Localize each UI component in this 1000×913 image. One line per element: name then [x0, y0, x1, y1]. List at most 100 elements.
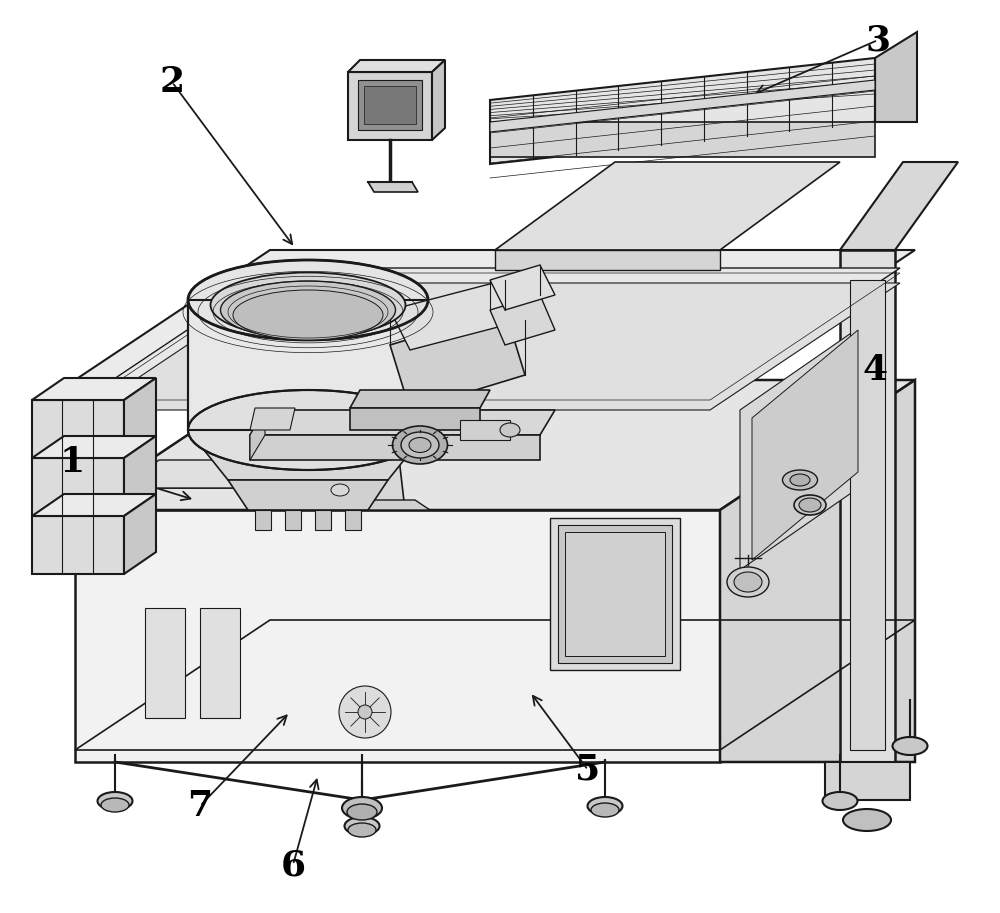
Polygon shape [368, 182, 418, 192]
Polygon shape [75, 380, 915, 510]
Polygon shape [495, 250, 720, 270]
Polygon shape [490, 58, 875, 164]
Ellipse shape [342, 797, 382, 819]
Polygon shape [740, 320, 870, 570]
Polygon shape [235, 450, 435, 460]
Polygon shape [364, 86, 416, 124]
Polygon shape [348, 60, 445, 72]
Text: 4: 4 [862, 353, 888, 387]
Polygon shape [188, 300, 428, 430]
Ellipse shape [98, 792, 132, 810]
Polygon shape [255, 380, 425, 395]
Polygon shape [752, 330, 858, 560]
Polygon shape [550, 518, 680, 670]
Polygon shape [495, 162, 840, 250]
Ellipse shape [591, 803, 619, 817]
Polygon shape [558, 525, 672, 663]
Polygon shape [350, 408, 480, 430]
Polygon shape [565, 532, 665, 656]
Ellipse shape [188, 260, 428, 340]
Ellipse shape [794, 495, 826, 515]
Polygon shape [90, 283, 900, 410]
Polygon shape [32, 458, 124, 516]
Ellipse shape [347, 804, 377, 820]
Ellipse shape [331, 484, 349, 496]
Polygon shape [75, 510, 720, 762]
Polygon shape [840, 162, 958, 250]
Ellipse shape [409, 437, 431, 453]
Ellipse shape [782, 470, 818, 490]
Ellipse shape [101, 798, 129, 812]
Polygon shape [250, 410, 265, 460]
Polygon shape [32, 378, 156, 400]
Polygon shape [32, 494, 156, 516]
Polygon shape [32, 400, 124, 458]
Polygon shape [825, 762, 910, 800]
Ellipse shape [392, 426, 448, 464]
Text: 1: 1 [59, 445, 85, 479]
Polygon shape [348, 72, 432, 140]
Polygon shape [345, 510, 361, 530]
Ellipse shape [344, 817, 380, 835]
Ellipse shape [727, 567, 769, 597]
Polygon shape [490, 265, 555, 310]
Polygon shape [850, 280, 885, 750]
Ellipse shape [500, 423, 520, 437]
Text: 7: 7 [187, 789, 213, 823]
Polygon shape [315, 510, 331, 530]
Polygon shape [145, 608, 185, 718]
Polygon shape [124, 460, 320, 488]
Polygon shape [390, 280, 525, 350]
Polygon shape [245, 500, 430, 510]
Polygon shape [32, 436, 156, 458]
Polygon shape [90, 268, 900, 395]
Polygon shape [75, 250, 915, 380]
Text: 5: 5 [575, 753, 601, 787]
Polygon shape [124, 378, 156, 458]
Text: 3: 3 [865, 23, 891, 57]
Polygon shape [240, 380, 415, 395]
Polygon shape [250, 410, 555, 435]
Ellipse shape [220, 281, 396, 339]
Ellipse shape [339, 686, 391, 738]
Polygon shape [390, 310, 525, 410]
Polygon shape [490, 122, 875, 157]
Polygon shape [255, 380, 270, 510]
Polygon shape [32, 516, 124, 574]
Polygon shape [250, 435, 540, 460]
Ellipse shape [790, 474, 810, 486]
Polygon shape [255, 510, 271, 530]
Ellipse shape [210, 272, 406, 338]
Polygon shape [350, 390, 490, 408]
Ellipse shape [348, 823, 376, 837]
Text: 2: 2 [159, 65, 185, 99]
Polygon shape [188, 430, 428, 480]
Ellipse shape [843, 809, 891, 831]
Polygon shape [840, 250, 895, 762]
Ellipse shape [893, 737, 928, 755]
Polygon shape [490, 295, 555, 345]
Ellipse shape [188, 390, 428, 470]
Polygon shape [124, 494, 156, 574]
Ellipse shape [233, 290, 383, 340]
Polygon shape [875, 32, 917, 122]
Polygon shape [432, 60, 445, 140]
Polygon shape [228, 480, 388, 510]
Ellipse shape [401, 432, 439, 458]
Polygon shape [490, 80, 875, 132]
Polygon shape [124, 436, 156, 516]
Polygon shape [250, 408, 295, 430]
Text: 6: 6 [280, 848, 306, 882]
Polygon shape [255, 380, 405, 510]
Polygon shape [285, 510, 301, 530]
Polygon shape [124, 468, 285, 488]
Polygon shape [720, 380, 915, 762]
Polygon shape [200, 608, 240, 718]
Polygon shape [358, 80, 422, 130]
Ellipse shape [734, 572, 762, 592]
Polygon shape [460, 420, 510, 440]
Ellipse shape [358, 705, 372, 719]
Ellipse shape [588, 797, 622, 815]
Ellipse shape [799, 498, 821, 512]
Ellipse shape [822, 792, 858, 810]
